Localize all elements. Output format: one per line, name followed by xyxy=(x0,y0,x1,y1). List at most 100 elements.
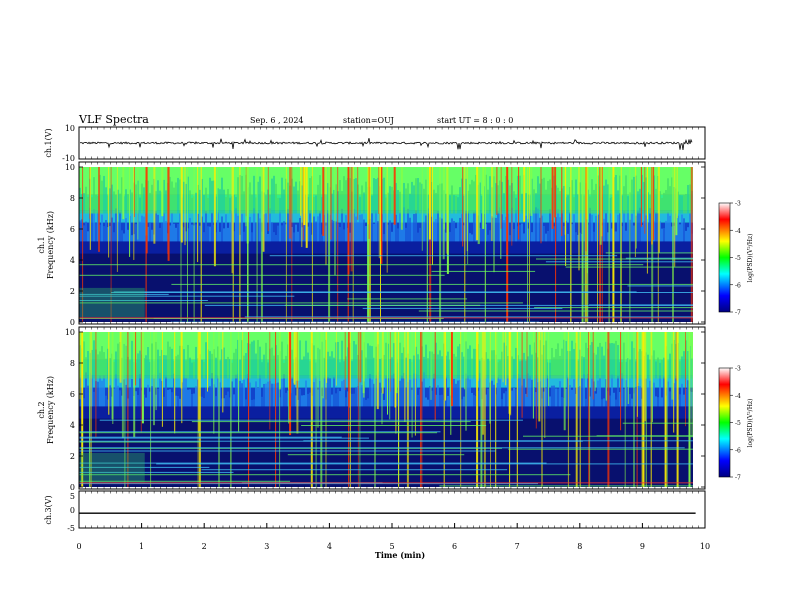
spectrogram-texture xyxy=(667,381,669,407)
spectrogram-sferic xyxy=(516,332,518,487)
spectrogram-texture xyxy=(379,382,381,407)
spectrogram-texture xyxy=(259,374,261,407)
spectrogram-sferic xyxy=(315,332,317,487)
spectrogram-texture xyxy=(355,387,357,407)
spectrogram-texture xyxy=(101,214,103,242)
spectrogram-sferic xyxy=(218,332,220,487)
spectrogram-sferic xyxy=(578,167,580,271)
spectrogram-line xyxy=(284,304,481,306)
spectrogram-texture xyxy=(241,340,243,379)
spectrogram-texture xyxy=(403,207,405,242)
spectrogram-sferic xyxy=(476,332,479,487)
spectrogram-sferic xyxy=(337,167,339,322)
spectrogram-texture xyxy=(395,214,397,242)
spectrogram-texture xyxy=(455,228,457,242)
spectrogram-texture xyxy=(447,351,449,379)
spectrogram-sferic xyxy=(357,167,359,220)
spectrogram-texture xyxy=(503,193,505,214)
spectrogram-sferic xyxy=(633,332,635,487)
spectrogram-sferic xyxy=(386,167,388,273)
spectrogram-texture xyxy=(233,194,235,214)
spectrogram-texture xyxy=(385,375,387,407)
spectrogram-texture xyxy=(277,197,279,214)
spectrogram-texture xyxy=(123,233,125,242)
spectrogram-texture xyxy=(159,356,161,379)
spectrogram-texture xyxy=(141,183,143,214)
spectrogram-sferic xyxy=(464,332,466,390)
spectrogram-line xyxy=(79,447,685,449)
spectrogram-texture xyxy=(683,218,685,242)
spectrogram-texture xyxy=(607,232,609,242)
spectrogram-sferic xyxy=(389,332,391,420)
spectrogram-line xyxy=(113,291,637,293)
spectrogram-texture xyxy=(235,348,237,379)
spectrogram-texture xyxy=(529,376,531,407)
ch2-colorbar-tick-label--6: -6 xyxy=(735,447,741,454)
spectrogram-line xyxy=(303,440,693,442)
spectrogram-texture xyxy=(531,379,533,407)
spectrogram-sferic xyxy=(429,167,432,322)
xtick-label-9: 9 xyxy=(640,542,645,551)
spectrogram-texture xyxy=(169,225,171,242)
spectrogram-texture xyxy=(147,226,149,242)
spectrogram-sferic xyxy=(671,332,674,400)
station-label: station=OUJ xyxy=(343,116,394,125)
spectrogram-texture xyxy=(147,384,149,407)
spectrogram-texture xyxy=(557,209,559,242)
spectrogram-texture xyxy=(139,221,141,242)
spectrogram-texture xyxy=(649,380,651,407)
spectrogram-texture xyxy=(593,231,595,242)
spectrogram-texture xyxy=(137,353,139,379)
spectrogram-texture xyxy=(441,218,443,242)
spectrogram-texture xyxy=(685,193,687,214)
spectrogram-sferic xyxy=(305,167,308,248)
spectrogram-texture xyxy=(399,380,401,407)
spectrogram-sferic xyxy=(79,332,81,400)
spectrogram-texture xyxy=(513,388,515,407)
spectrogram-texture xyxy=(585,398,587,407)
spectrogram-sferic xyxy=(239,167,241,322)
spectrogram-texture xyxy=(681,214,683,242)
spectrogram-texture xyxy=(653,382,655,407)
spectrogram-texture xyxy=(157,214,159,242)
spectrogram-texture xyxy=(429,386,431,407)
spectrogram-texture xyxy=(473,395,475,407)
spectrogram-texture xyxy=(413,185,415,214)
spectrogram-sferic xyxy=(478,167,480,244)
spectrogram-texture xyxy=(669,353,671,379)
spectrogram-sferic xyxy=(444,332,446,401)
spectrogram-sferic xyxy=(89,332,90,487)
spectrogram-texture xyxy=(479,373,481,407)
spectrogram-texture xyxy=(81,219,83,242)
spectrogram-texture xyxy=(591,378,593,407)
spectrogram-sferic xyxy=(200,167,202,322)
spectrogram-sferic xyxy=(153,332,155,426)
spectrogram-line xyxy=(605,252,693,254)
spectrogram-sferic xyxy=(561,167,563,236)
spectrogram-sferic xyxy=(685,332,686,427)
spectrogram-line xyxy=(79,295,295,297)
spectrogram-texture xyxy=(371,379,373,407)
spectrogram-texture xyxy=(247,343,249,379)
spectrogram-sferic xyxy=(645,332,647,487)
spectrogram-texture xyxy=(177,223,179,242)
spectrogram-texture xyxy=(597,380,599,407)
spectrogram-texture xyxy=(665,220,667,242)
spectrogram-texture xyxy=(467,376,469,407)
spectrogram-texture xyxy=(351,361,353,379)
spectrogram-texture xyxy=(397,228,399,242)
spectrogram-texture xyxy=(423,372,425,407)
spectrogram-texture xyxy=(515,209,517,242)
spectrogram-texture xyxy=(137,394,139,407)
spectrogram-texture xyxy=(207,197,209,214)
spectrogram-texture xyxy=(479,182,481,214)
spectrogram-texture xyxy=(487,189,489,214)
spectrogram-texture xyxy=(159,372,161,407)
spectrogram-texture xyxy=(99,375,101,407)
spectrogram-sferic xyxy=(89,167,91,250)
spectrogram-texture xyxy=(555,388,557,407)
spectrogram-texture xyxy=(355,178,357,214)
ch1-spec-ytick-label-6: 6 xyxy=(70,225,75,234)
spectrogram-texture xyxy=(559,217,561,242)
spectrogram-texture xyxy=(551,220,553,242)
